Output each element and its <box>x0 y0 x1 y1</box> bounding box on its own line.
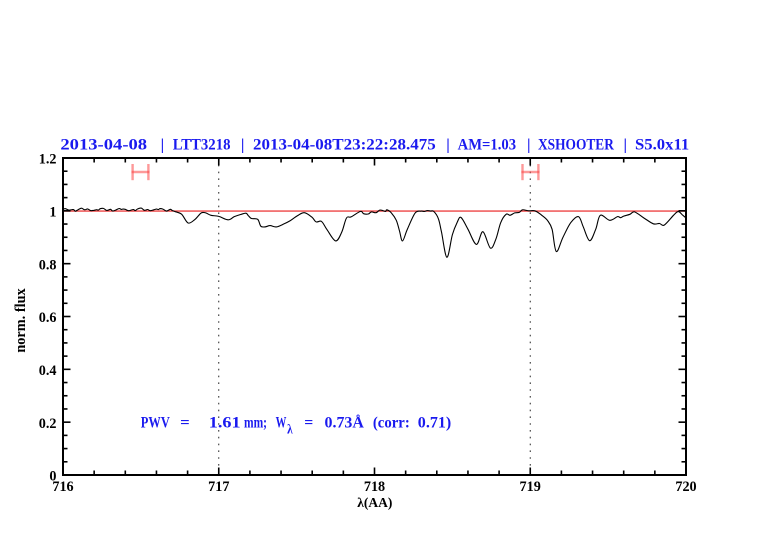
svg-text:2013-04-08T23:22:28.475: 2013-04-08T23:22:28.475 <box>253 136 436 153</box>
svg-text:717: 717 <box>208 479 229 495</box>
svg-text:0: 0 <box>49 469 56 485</box>
svg-text:XSHOOTER: XSHOOTER <box>538 136 614 153</box>
svg-text:0.73Å: 0.73Å <box>325 414 365 432</box>
svg-text:norm. flux: norm. flux <box>13 287 29 352</box>
svg-text:LTT3218: LTT3218 <box>173 136 231 153</box>
svg-text:0.4: 0.4 <box>39 363 57 379</box>
svg-text:AM=1.03: AM=1.03 <box>458 136 516 153</box>
svg-text:720: 720 <box>675 479 696 495</box>
svg-text:|: | <box>527 136 531 153</box>
svg-text:1.2: 1.2 <box>39 152 57 168</box>
svg-text:|: | <box>241 136 245 153</box>
svg-text:0.8: 0.8 <box>39 257 57 273</box>
svg-text:λ(AA): λ(AA) <box>357 495 392 510</box>
svg-text:λ: λ <box>287 422 293 437</box>
svg-text:2013-04-08: 2013-04-08 <box>60 136 147 153</box>
svg-text:718: 718 <box>364 479 385 495</box>
svg-text:|: | <box>446 136 450 153</box>
svg-text:0.6: 0.6 <box>39 310 57 326</box>
svg-text:0.71): 0.71) <box>418 415 451 432</box>
svg-text:|: | <box>161 136 165 153</box>
svg-text:1: 1 <box>49 204 56 220</box>
svg-text:=: = <box>180 415 190 432</box>
svg-text:PWV: PWV <box>141 415 170 432</box>
svg-text:S5.0x11: S5.0x11 <box>635 136 689 153</box>
svg-text:=: = <box>304 415 313 432</box>
svg-text:|: | <box>624 136 628 153</box>
svg-text:719: 719 <box>520 479 541 495</box>
svg-text:mm;: mm; <box>244 415 267 432</box>
svg-text:1.61: 1.61 <box>209 415 241 432</box>
svg-text:0.2: 0.2 <box>39 416 57 432</box>
svg-text:716: 716 <box>52 479 73 495</box>
svg-text:(corr:: (corr: <box>373 415 410 432</box>
svg-text:W: W <box>276 415 287 432</box>
